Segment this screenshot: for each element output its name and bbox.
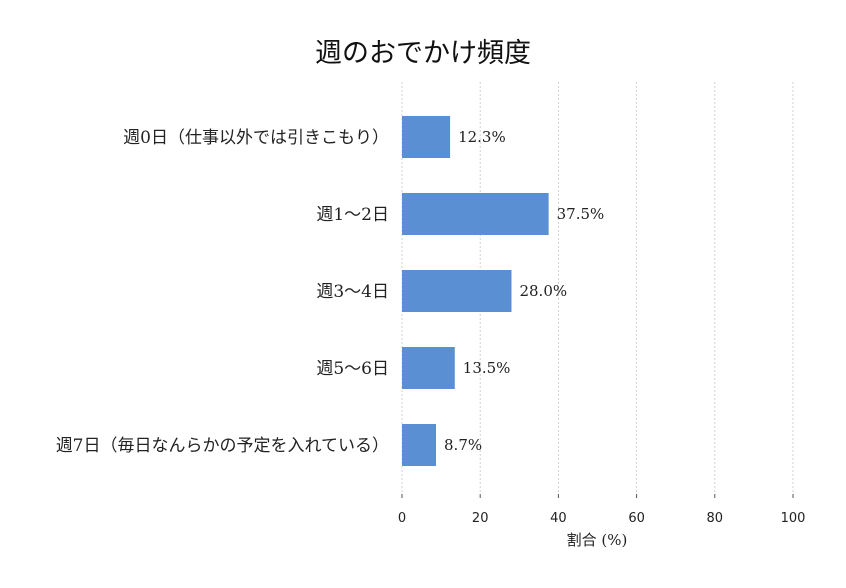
bar <box>402 424 437 466</box>
bar <box>402 347 455 389</box>
x-tick-label: 20 <box>472 511 489 526</box>
bar <box>402 193 549 235</box>
x-tick-label: 40 <box>550 511 567 526</box>
category-label: 週3〜4日 <box>316 282 389 302</box>
x-axis-label: 割合 (%) <box>567 531 628 549</box>
bar <box>402 270 512 312</box>
x-tick-layer: 0 20 40 60 80 100 <box>398 494 806 526</box>
value-label: 12.3% <box>458 128 506 146</box>
category-label: 週7日（毎日なんらかの予定を入れている） <box>56 436 389 456</box>
category-label: 週0日（仕事以外では引きこもり） <box>123 128 389 148</box>
value-label: 37.5% <box>557 205 605 223</box>
x-tick-label: 100 <box>781 511 806 526</box>
category-label: 週5〜6日 <box>316 359 389 379</box>
value-label: 28.0% <box>519 282 567 300</box>
value-label: 13.5% <box>463 359 511 377</box>
x-tick-label: 0 <box>398 511 406 526</box>
x-tick-label: 80 <box>707 511 724 526</box>
category-label: 週1〜2日 <box>316 205 389 225</box>
category-label-layer: 週0日（仕事以外では引きこもり） 週1〜2日週3〜4日週5〜6日週7日（毎日なんら… <box>56 128 389 456</box>
bar <box>402 116 451 158</box>
bar-layer <box>402 116 549 466</box>
value-label: 8.7% <box>444 436 482 454</box>
x-tick-label: 60 <box>628 511 645 526</box>
chart-title: 週のおでかけ頻度 <box>315 38 531 69</box>
value-label-layer: 12.3% 37.5% 28.0% 13.5% 8.7% <box>444 128 604 454</box>
